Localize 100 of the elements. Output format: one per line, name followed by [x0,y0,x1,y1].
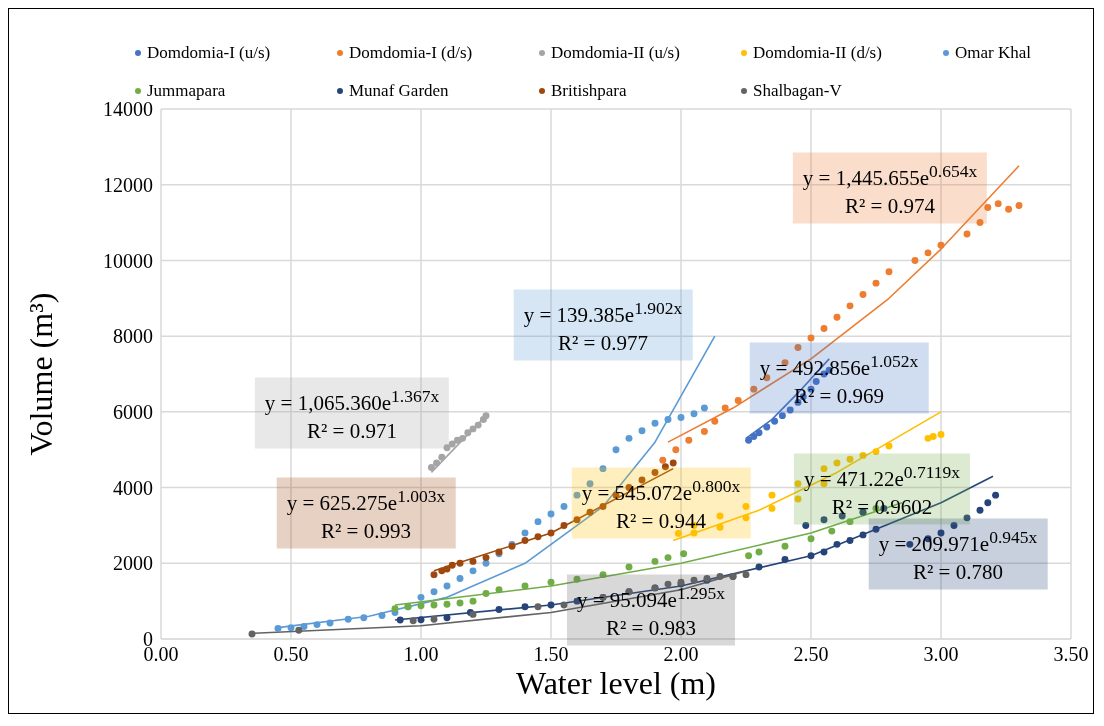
point [859,531,867,539]
y-tick-label: 4000 [113,476,153,499]
point [685,436,693,444]
point [984,203,992,211]
legend-label: Domdomia-II (u/s) [551,43,680,63]
point [586,508,594,516]
point [734,397,742,404]
point [547,529,555,537]
point [794,480,802,488]
point [417,593,425,601]
point [885,442,893,450]
point [872,525,880,533]
point [274,624,282,632]
point [664,554,672,562]
point [448,440,456,448]
point [295,626,303,634]
point [625,563,633,571]
point [482,554,490,562]
point [612,446,620,454]
point [768,504,776,512]
point [755,548,763,556]
point [344,615,352,623]
point [690,410,698,418]
point [534,603,542,611]
point [690,576,698,584]
point [786,406,794,414]
point [560,601,568,609]
point [1005,205,1013,213]
point [828,527,836,535]
point [433,459,441,467]
point [599,503,607,510]
point [482,590,490,598]
point [771,417,779,425]
x-axis-title: Water level (m) [516,664,716,702]
x-tick-label: 2.50 [793,643,829,666]
point [469,425,477,433]
point [937,431,945,439]
point [755,563,763,571]
point [560,503,568,510]
legend-label: Domdomia-I (u/s) [147,43,271,63]
point [820,325,828,333]
point [794,344,802,351]
point [1015,202,1023,210]
point [807,334,815,342]
point [802,521,810,529]
point [599,465,607,473]
point [929,432,937,440]
point [700,404,708,412]
annotation: y = 1,065.360e$^{1.367x}$ R² = 0.971 [264,384,440,445]
point [820,516,828,524]
point [248,630,256,638]
point [547,578,555,586]
x-tick-label: 0.50 [273,643,309,666]
point [459,434,467,442]
point [430,571,438,579]
point [326,619,334,627]
y-tick-label: 8000 [113,325,153,348]
point [716,523,724,531]
y-tick-label: 2000 [113,552,153,575]
x-tick-label: 3.50 [1053,643,1089,666]
point [674,529,682,537]
point [745,552,753,560]
point [778,412,786,420]
point [994,200,1002,208]
point [443,614,451,622]
point [430,615,438,623]
legend-label: Domdomia-II (d/s) [753,43,882,63]
point [469,597,477,605]
point [469,557,477,565]
point [872,279,880,287]
point [573,516,581,524]
point [859,451,867,459]
point [534,533,542,541]
point [521,582,529,590]
point [391,605,399,613]
point [820,548,828,556]
point [456,574,464,582]
point [669,459,677,467]
point [781,556,789,563]
point [443,600,451,608]
point [721,404,729,412]
point [659,456,667,464]
point [846,455,854,463]
point [672,446,680,454]
point [711,417,719,425]
legend-label: Shalbagan-V [753,81,842,101]
point [456,559,464,567]
point [976,506,984,514]
point [313,621,321,629]
point [430,601,438,609]
legend-label: Jummapara [147,81,226,101]
point [963,514,971,522]
point [677,414,685,422]
point [924,434,932,442]
point [599,571,607,579]
legend-label: Britishpara [551,81,627,101]
point [680,550,688,558]
point [573,575,581,583]
point [474,421,482,429]
point [911,256,919,264]
